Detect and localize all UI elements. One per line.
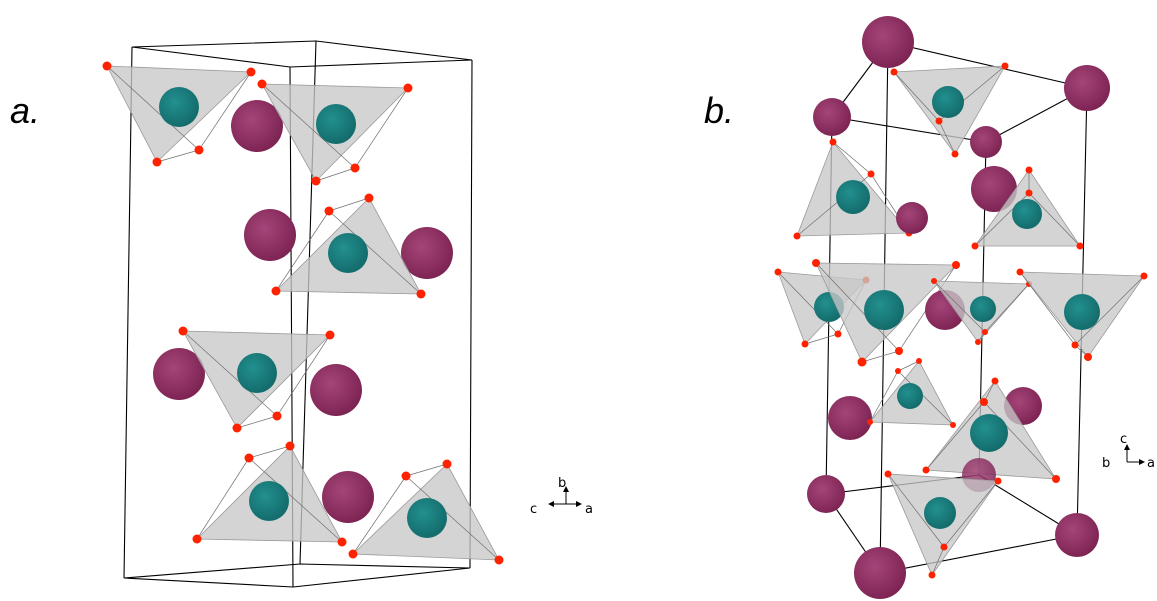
tetra-center-atom	[864, 290, 904, 330]
tetrahedron	[1016, 268, 1148, 361]
tetrahedron	[812, 259, 960, 367]
axis-indicator-a: b c a	[530, 476, 593, 517]
large-atom	[401, 227, 453, 279]
tetrahedron	[178, 326, 335, 433]
tetrahedra-a	[102, 61, 504, 565]
tetra-center-atom	[932, 86, 964, 118]
panel-a-label: a.	[10, 90, 40, 131]
panel-b: b.	[704, 16, 1155, 599]
tetrahedron	[192, 441, 347, 547]
large-atom	[862, 16, 914, 68]
large-atom	[322, 471, 374, 523]
corner-atom	[246, 67, 256, 77]
panel-a: a.	[10, 40, 593, 588]
large-atom	[1055, 513, 1099, 557]
tetra-center-atom	[836, 180, 870, 214]
large-atom	[1064, 65, 1110, 111]
axis-label-c: c	[530, 502, 537, 517]
tetrahedron	[257, 79, 413, 186]
tetra-center-atom	[1064, 294, 1100, 330]
tetrahedron	[922, 377, 1060, 483]
large-atom	[971, 166, 1017, 212]
tetrahedron	[348, 459, 504, 565]
tetra-center-atom	[159, 87, 199, 127]
tetra-center-atom	[316, 104, 356, 144]
large-atom	[310, 364, 362, 416]
axis-label-b: b	[1102, 456, 1110, 471]
tetra-center-atom	[970, 296, 996, 322]
tetrahedra-b	[774, 16, 1148, 599]
large-atom	[231, 100, 283, 152]
large-atom	[807, 475, 845, 513]
tetra-center-atom	[970, 414, 1008, 452]
tetra-center-atom	[328, 233, 368, 273]
large-atom	[970, 126, 1002, 158]
tetrahedron	[867, 358, 956, 428]
tetra-center-atom	[897, 383, 923, 409]
tetrahedron	[884, 470, 1002, 579]
large-atom	[153, 348, 205, 400]
large-atom	[244, 209, 296, 261]
corner-atom	[194, 145, 204, 155]
tetra-center-atom	[1012, 199, 1042, 229]
tetrahedron	[890, 62, 1009, 158]
tetra-center-atom	[249, 481, 289, 521]
axis-indicator-b: c b a	[1102, 432, 1155, 471]
tetra-center-atom	[924, 497, 956, 529]
large-atom	[854, 547, 906, 599]
tetrahedron	[102, 61, 256, 167]
tetra-center-atom	[237, 353, 277, 393]
axis-label-b: b	[558, 476, 566, 491]
large-atom	[896, 202, 928, 234]
axis-label-a: a	[585, 502, 593, 517]
large-atom	[813, 98, 851, 136]
large-atom	[828, 396, 872, 440]
tetrahedron	[271, 193, 426, 299]
corner-atom	[152, 157, 162, 167]
tetrahedron	[971, 166, 1084, 250]
axis-label-c: c	[1120, 432, 1127, 447]
corner-atom	[102, 61, 112, 71]
axis-label-a: a	[1147, 456, 1155, 471]
tetrahedron	[793, 138, 913, 240]
panel-b-label: b.	[704, 90, 734, 131]
tetra-center-atom	[407, 498, 447, 538]
